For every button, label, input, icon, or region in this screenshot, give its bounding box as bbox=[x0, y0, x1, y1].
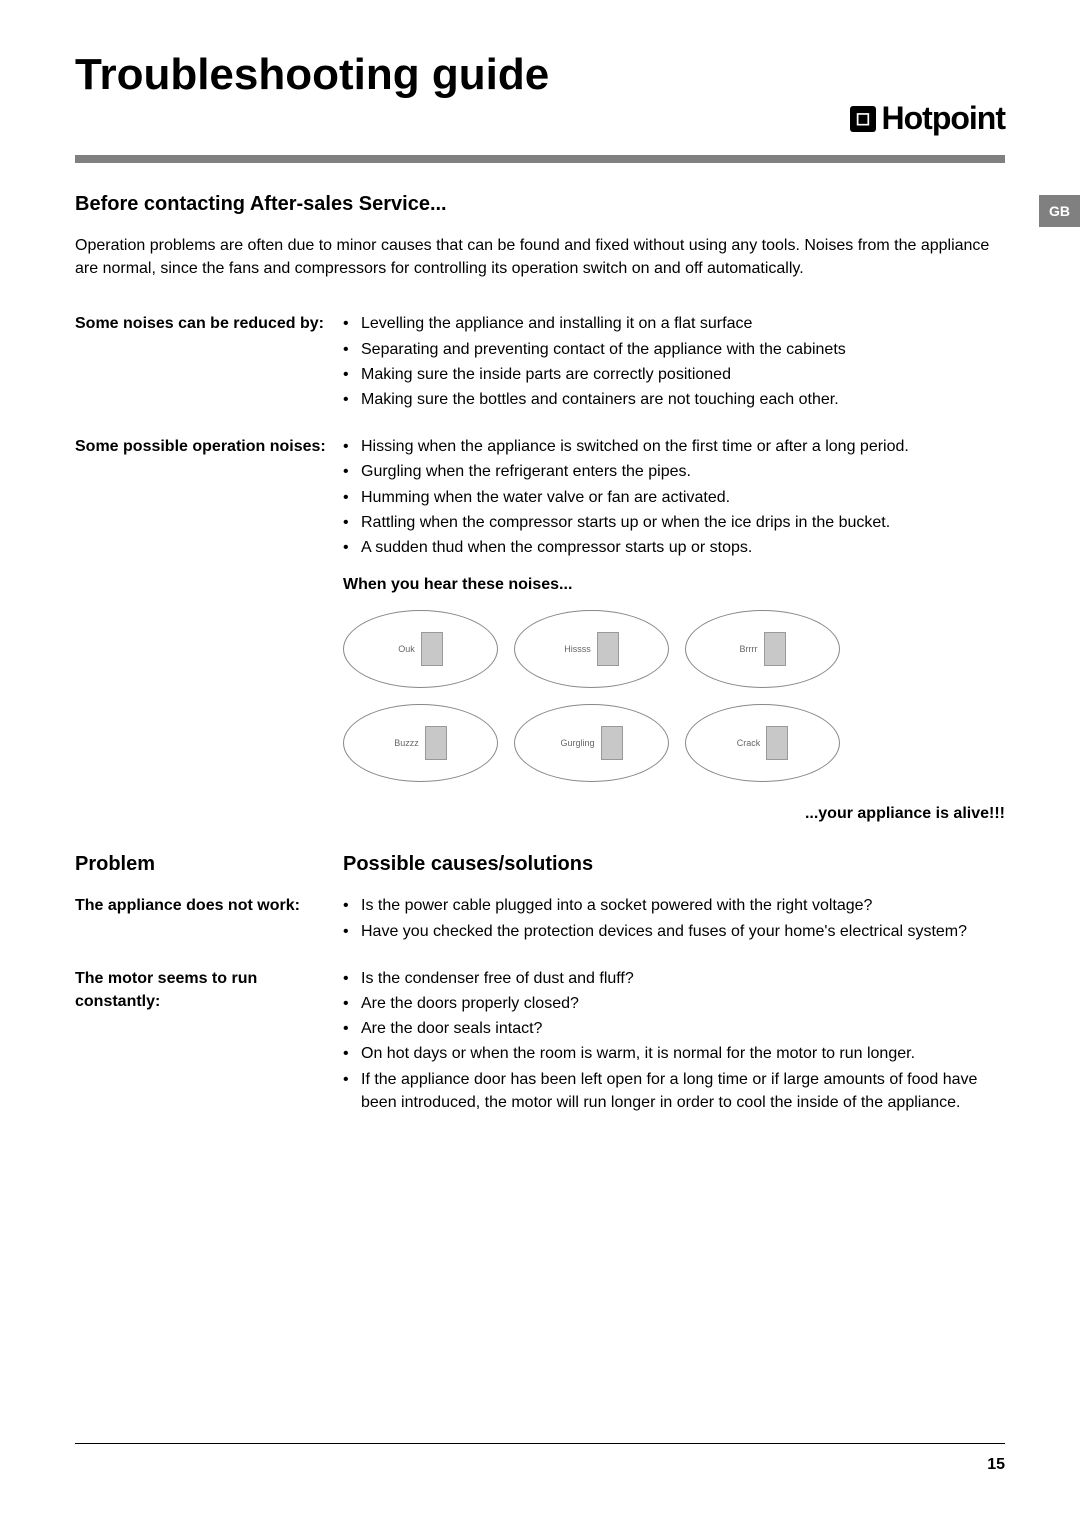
when-hear-heading: When you hear these noises... bbox=[343, 573, 1005, 596]
solutions-list: Is the power cable plugged into a socket… bbox=[343, 894, 1005, 942]
list-item: On hot days or when the room is warm, it… bbox=[343, 1042, 1005, 1065]
noise-illustration: Ouk bbox=[343, 610, 498, 688]
brand-logo: ◻ Hotpoint bbox=[850, 100, 1006, 137]
page-title: Troubleshooting guide bbox=[75, 50, 1005, 100]
list-item: Is the condenser free of dust and fluff? bbox=[343, 967, 1005, 990]
row-noise-reduce: Some noises can be reduced by: Levelling… bbox=[75, 312, 1005, 413]
problem-label: The motor seems to run constantly: bbox=[75, 967, 343, 1116]
operation-noises-list: Hissing when the appliance is switched o… bbox=[343, 435, 1005, 559]
problem-solutions-header: Problem Possible causes/solutions bbox=[75, 853, 1005, 876]
list-item: Levelling the appliance and installing i… bbox=[343, 312, 1005, 335]
list-item: Rattling when the compressor starts up o… bbox=[343, 511, 1005, 534]
list-item: Have you checked the protection devices … bbox=[343, 920, 1005, 943]
list-item: Humming when the water valve or fan are … bbox=[343, 486, 1005, 509]
noise-illustration: Gurgling bbox=[514, 704, 669, 782]
noise-reduce-label: Some noises can be reduced by: bbox=[75, 312, 343, 413]
list-item: If the appliance door has been left open… bbox=[343, 1068, 1005, 1114]
operation-noises-label: Some possible operation noises: bbox=[75, 435, 343, 825]
problem-row: The appliance does not work: Is the powe… bbox=[75, 894, 1005, 944]
language-tab: GB bbox=[1039, 195, 1080, 227]
list-item: Are the doors properly closed? bbox=[343, 992, 1005, 1015]
list-item: Separating and preventing contact of the… bbox=[343, 338, 1005, 361]
list-item: Making sure the bottles and containers a… bbox=[343, 388, 1005, 411]
list-item: A sudden thud when the compressor starts… bbox=[343, 536, 1005, 559]
list-item: Is the power cable plugged into a socket… bbox=[343, 894, 1005, 917]
brand-icon: ◻ bbox=[850, 106, 876, 132]
list-item: Are the door seals intact? bbox=[343, 1017, 1005, 1040]
solutions-list: Is the condenser free of dust and fluff?… bbox=[343, 967, 1005, 1114]
problem-label: The appliance does not work: bbox=[75, 894, 343, 944]
noise-illustration: Buzzz bbox=[343, 704, 498, 782]
horizontal-rule bbox=[75, 155, 1005, 163]
list-item: Gurgling when the refrigerant enters the… bbox=[343, 460, 1005, 483]
noise-reduce-list: Levelling the appliance and installing i… bbox=[343, 312, 1005, 411]
noise-illustrations: Ouk Hissss Brrrr Buzzz Gurgling Crack bbox=[343, 610, 1005, 782]
page-number: 15 bbox=[987, 1456, 1005, 1473]
problem-row: The motor seems to run constantly: Is th… bbox=[75, 967, 1005, 1116]
noise-illustration: Brrrr bbox=[685, 610, 840, 688]
intro-text: Operation problems are often due to mino… bbox=[75, 234, 1005, 280]
problem-header: Problem bbox=[75, 853, 343, 876]
brand-text: Hotpoint bbox=[882, 100, 1006, 137]
list-item: Making sure the inside parts are correct… bbox=[343, 363, 1005, 386]
tagline: ...your appliance is alive!!! bbox=[343, 802, 1005, 825]
section-heading-before: Before contacting After-sales Service... bbox=[75, 193, 1005, 216]
noise-illustration: Hissss bbox=[514, 610, 669, 688]
causes-header: Possible causes/solutions bbox=[343, 853, 593, 876]
list-item: Hissing when the appliance is switched o… bbox=[343, 435, 1005, 458]
noise-illustration: Crack bbox=[685, 704, 840, 782]
page-footer: 15 bbox=[75, 1443, 1005, 1474]
row-operation-noises: Some possible operation noises: Hissing … bbox=[75, 435, 1005, 825]
